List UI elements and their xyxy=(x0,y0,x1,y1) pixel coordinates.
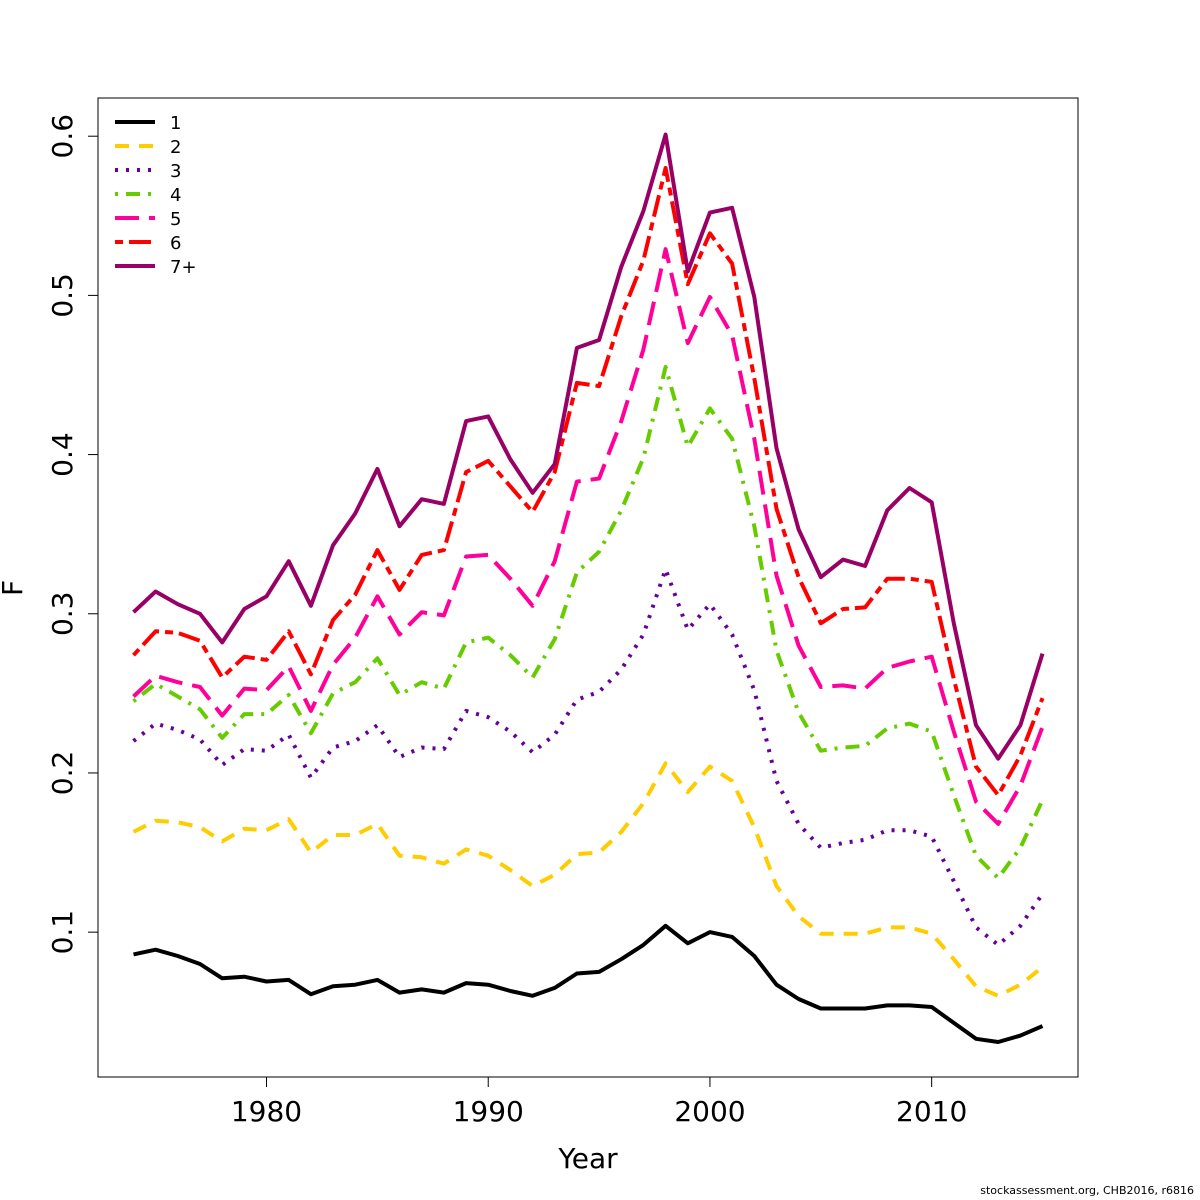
series-line-6 xyxy=(132,166,1045,798)
y-tick-label: 0.5 xyxy=(46,273,79,318)
series-line-4 xyxy=(132,365,1045,880)
x-axis-title: Year xyxy=(557,1142,618,1175)
y-tick-label: 0.4 xyxy=(46,432,79,477)
series-line-1 xyxy=(133,923,1044,1044)
legend-label: 4 xyxy=(170,185,181,206)
x-tick-label: 1980 xyxy=(231,1095,302,1128)
legend-label: 5 xyxy=(170,209,181,230)
x-tick-label: 2010 xyxy=(896,1095,967,1128)
footer-credit: stockassessment.org, CHB2016, r6816 xyxy=(980,1184,1194,1197)
y-tick-label: 0.1 xyxy=(46,910,79,955)
y-tick-label: 0.6 xyxy=(46,114,79,159)
legend: 1 2 3 4 5 6 7+ xyxy=(115,113,197,278)
x-tick-label: 1990 xyxy=(453,1095,524,1128)
series-line-2 xyxy=(132,761,1044,998)
x-tick-label: 2000 xyxy=(674,1095,745,1128)
series-line-5 xyxy=(132,247,1045,826)
legend-label: 3 xyxy=(170,161,181,182)
y-tick-label: 0.3 xyxy=(46,592,79,637)
series-line-3 xyxy=(132,567,1045,947)
legend-label: 2 xyxy=(170,137,181,158)
legend-label: 7+ xyxy=(170,257,197,278)
series-layer xyxy=(132,132,1045,1044)
series-line-7plus xyxy=(132,132,1045,761)
y-tick-label: 0.2 xyxy=(46,751,79,796)
axis-ticks: 1980 1990 2000 2010 0.1 0.2 0.3 0.4 0.5 0.6 xyxy=(46,114,967,1128)
y-axis-title: F xyxy=(0,580,29,596)
legend-label: 1 xyxy=(170,113,181,134)
legend-label: 6 xyxy=(170,233,181,254)
plot-frame xyxy=(97,97,1079,1078)
